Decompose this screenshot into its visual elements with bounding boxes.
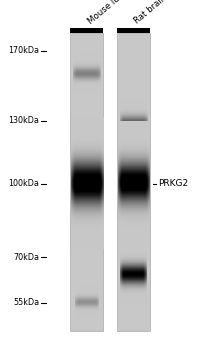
Text: 100kDa: 100kDa — [8, 179, 39, 188]
Text: Rat brain: Rat brain — [132, 0, 168, 26]
Bar — [117, 28, 150, 33]
Text: 170kDa: 170kDa — [8, 46, 39, 55]
Text: 70kDa: 70kDa — [13, 253, 39, 262]
Text: 130kDa: 130kDa — [8, 116, 39, 125]
Bar — [117, 33, 150, 331]
Text: Mouse lung: Mouse lung — [86, 0, 130, 26]
Text: PRKG2: PRKG2 — [158, 179, 188, 188]
Text: 55kDa: 55kDa — [13, 298, 39, 307]
Bar — [70, 33, 103, 331]
Bar — [70, 28, 103, 33]
